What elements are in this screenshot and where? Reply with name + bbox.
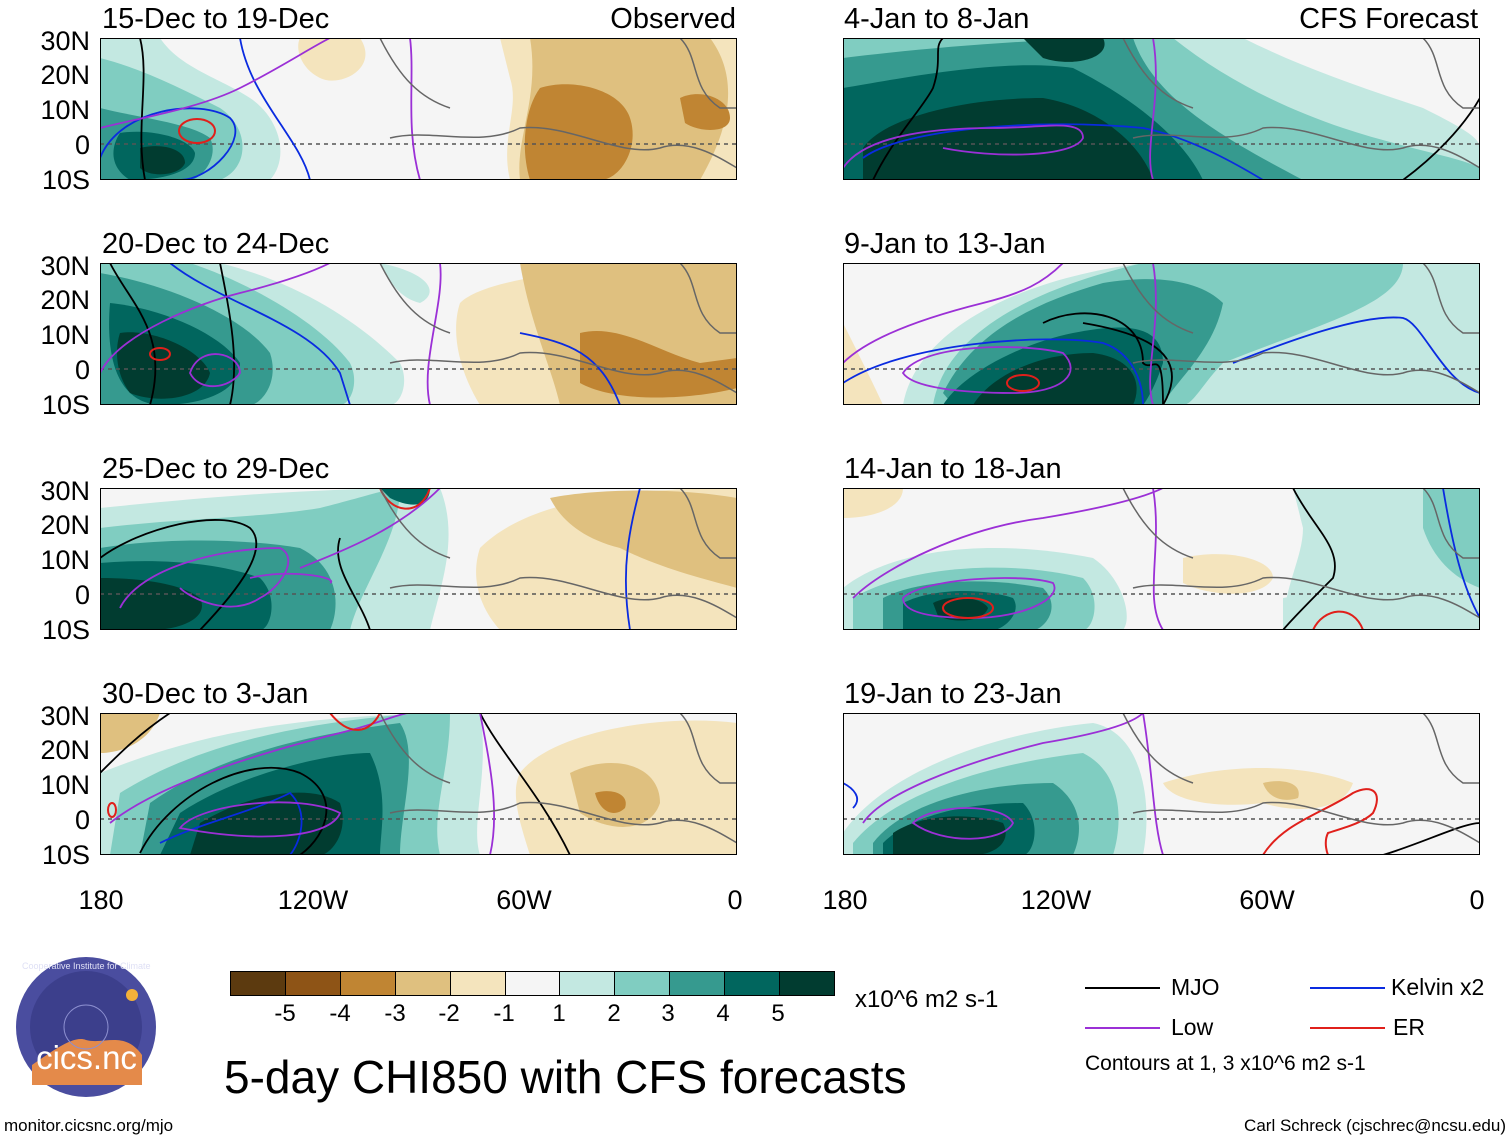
- legend-line-er: [1310, 1027, 1385, 1029]
- lon-label: 120W: [1020, 885, 1092, 915]
- lat-label: 10N: [40, 770, 90, 800]
- lon-label: 60W: [496, 885, 552, 915]
- lat-label: 10S: [41, 390, 90, 420]
- lon-label: 60W: [1239, 885, 1295, 915]
- legend-label-er: ER: [1393, 1014, 1425, 1040]
- lat-label: 30N: [40, 251, 90, 281]
- colorbar-swatch: [505, 972, 561, 995]
- cics-logo: cics.nc Cooperative Institute for Climat…: [14, 955, 159, 1100]
- lat-label: 10N: [40, 320, 90, 350]
- colorbar-swatch: [285, 972, 341, 995]
- legend-label-low: Low: [1171, 1014, 1214, 1040]
- colorbar-swatch: [670, 972, 726, 995]
- colorbar-swatch: [450, 972, 506, 995]
- footer-credit: Carl Schreck (cjschrec@ncsu.edu): [1244, 1116, 1506, 1135]
- map-panel-l3: [100, 488, 737, 630]
- colorbar-swatch: [560, 972, 616, 995]
- observed-label: Observed: [610, 3, 736, 35]
- logo-ring-text: Cooperative Institute for Climate and Sa…: [22, 961, 151, 971]
- footer-url[interactable]: monitor.cicsnc.org/mjo: [4, 1116, 174, 1135]
- colorbar: [230, 971, 835, 996]
- colorbar-label: 2: [607, 1000, 621, 1027]
- colorbar-label: 4: [716, 1000, 730, 1027]
- panel-title-l1: 15-Dec to 19-Dec: [102, 3, 330, 35]
- lat-label: 0: [74, 805, 90, 835]
- lat-label: 20N: [40, 60, 90, 90]
- lat-label: 10N: [40, 545, 90, 575]
- legend-line-low: [1085, 1027, 1160, 1029]
- panel-title-l3: 25-Dec to 29-Dec: [102, 453, 330, 485]
- panel-title-l4: 30-Dec to 3-Jan: [102, 678, 309, 710]
- colorbar-label: -1: [493, 1000, 515, 1027]
- colorbar-label: 5: [771, 1000, 785, 1027]
- map-panel-l1: [100, 38, 737, 180]
- legend-line-kelvin: [1310, 987, 1385, 989]
- lat-label: 20N: [40, 735, 90, 765]
- legend-note: Contours at 1, 3 x10^6 m2 s-1: [1085, 1052, 1366, 1075]
- panel-title-r4: 19-Jan to 23-Jan: [844, 678, 1062, 710]
- lon-label: 0: [727, 885, 743, 915]
- legend-label-mjo: MJO: [1171, 974, 1220, 1000]
- map-panel-r3: [843, 488, 1480, 630]
- colorbar-swatch: [615, 972, 671, 995]
- lat-label: 10S: [41, 615, 90, 645]
- panel-title-l2: 20-Dec to 24-Dec: [102, 228, 330, 260]
- lat-label: 10S: [41, 840, 90, 870]
- lat-label: 0: [74, 130, 90, 160]
- colorbar-swatch: [231, 972, 286, 995]
- lat-label: 20N: [40, 510, 90, 540]
- map-panel-r1: [843, 38, 1480, 180]
- legend: MJO Kelvin x2 Low ER Contours at 1, 3 x1…: [1085, 970, 1505, 1085]
- map-panel-l2: [100, 263, 737, 405]
- colorbar-swatch: [725, 972, 781, 995]
- colorbar-label: -5: [274, 1000, 296, 1027]
- colorbar-label: -4: [329, 1000, 351, 1027]
- colorbar-swatch: [780, 972, 834, 995]
- lat-label: 30N: [40, 701, 90, 731]
- lat-label: 30N: [40, 476, 90, 506]
- panel-title-r3: 14-Jan to 18-Jan: [844, 453, 1062, 485]
- colorbar-label: 3: [661, 1000, 675, 1027]
- lat-label: 0: [74, 580, 90, 610]
- lon-label: 120W: [277, 885, 349, 915]
- map-panel-l4: [100, 713, 737, 855]
- lat-label: 20N: [40, 285, 90, 315]
- colorbar-label: -2: [438, 1000, 460, 1027]
- colorbar-swatch: [395, 972, 451, 995]
- map-panel-r2: [843, 263, 1480, 405]
- lat-label: 10S: [41, 165, 90, 195]
- logo-text: cics.nc: [36, 1039, 137, 1076]
- forecast-label: CFS Forecast: [1299, 3, 1478, 35]
- panel-title-r2: 9-Jan to 13-Jan: [844, 228, 1046, 260]
- panel-title-r1: 4-Jan to 8-Jan: [844, 3, 1030, 35]
- map-panel-r4: [843, 713, 1480, 855]
- legend-label-kelvin: Kelvin x2: [1391, 974, 1485, 1000]
- lat-label: 30N: [40, 26, 90, 56]
- lat-label: 10N: [40, 95, 90, 125]
- colorbar-swatch: [340, 972, 396, 995]
- colorbar-label: -3: [384, 1000, 406, 1027]
- legend-line-mjo: [1085, 987, 1160, 989]
- colorbar-label: 1: [552, 1000, 566, 1027]
- figure-title: 5-day CHI850 with CFS forecasts: [224, 1051, 907, 1103]
- lon-label: 180: [78, 885, 124, 915]
- lat-label: 0: [74, 355, 90, 385]
- lon-label: 0: [1469, 885, 1485, 915]
- lon-label: 180: [822, 885, 868, 915]
- colorbar-units: x10^6 m2 s-1: [855, 986, 999, 1013]
